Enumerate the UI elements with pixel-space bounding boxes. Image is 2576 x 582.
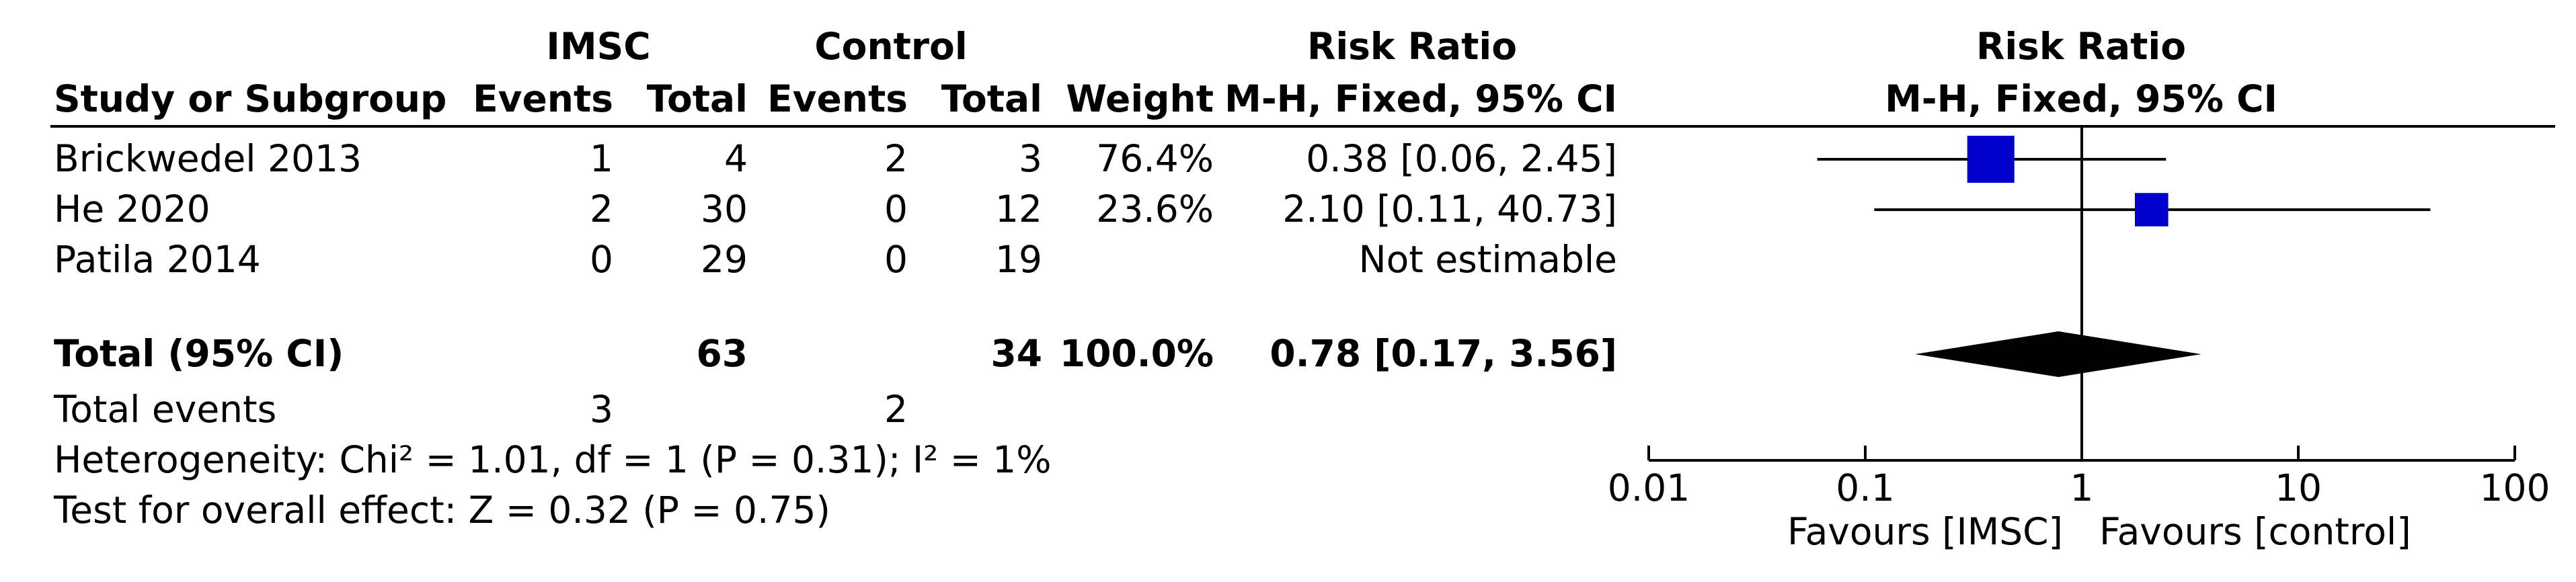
x-tick-label: 0.01 <box>1608 466 1690 509</box>
weight-header: Weight <box>1066 77 1214 120</box>
favours-left-label: Favours [IMSC] <box>1787 510 2063 553</box>
total-events-label: Total events <box>53 388 276 431</box>
events2-cell: 0 <box>884 238 908 281</box>
events2-cell: 0 <box>884 188 908 231</box>
ci-cell: 2.10 [0.11, 40.73] <box>1282 188 1617 231</box>
total-row: Total (95% CI) 63 34 100.0% 0.78 [0.17, … <box>54 332 1617 375</box>
total1-cell: 30 <box>701 188 748 231</box>
total2-cell: 12 <box>995 188 1042 231</box>
x-tick-label: 0.1 <box>1836 466 1894 509</box>
total-label: Total (95% CI) <box>54 332 344 375</box>
study-name: He 2020 <box>54 188 210 231</box>
events1-cell: 0 <box>590 238 613 281</box>
study-header: Study or Subgroup <box>54 77 446 120</box>
overall-effect-text: Test for overall effect: Z = 0.32 (P = 0… <box>53 489 830 532</box>
weight-cell: 23.6% <box>1096 188 1214 231</box>
plot-header-method: M-H, Fixed, 95% CI <box>1885 77 2277 120</box>
events2-cell: 2 <box>884 137 908 180</box>
total-weight: 100.0% <box>1060 332 1214 375</box>
study-row: Patila 2014 0 29 0 19 Not estimable <box>54 238 1617 281</box>
study-name: Brickwedel 2013 <box>54 137 362 180</box>
x-tick-label: 10 <box>2275 466 2322 509</box>
total1-cell: 4 <box>724 137 748 180</box>
total2-cell: 3 <box>1019 137 1042 180</box>
study-name: Patila 2014 <box>54 238 261 281</box>
favours-right-label: Favours [control] <box>2099 510 2411 553</box>
total-events2: 2 <box>884 388 908 431</box>
total2-sum: 34 <box>990 332 1042 375</box>
events1-cell: 1 <box>590 137 613 180</box>
events1-header: Events <box>473 77 613 120</box>
plot-header-top: Risk Ratio <box>1976 25 2186 68</box>
x-tick-label: 1 <box>2070 466 2094 509</box>
rr-header-method: M-H, Fixed, 95% CI <box>1224 77 1617 120</box>
total-events-row: Total events 3 2 <box>53 388 908 431</box>
ci-cell: Not estimable <box>1359 238 1618 281</box>
study-row: He 2020 2 30 0 12 23.6% 2.10 [0.11, 40.7… <box>54 188 1617 231</box>
total1-sum: 63 <box>696 332 748 375</box>
total2-header: Total <box>941 77 1042 120</box>
pooled-diamond <box>1915 331 2201 377</box>
total1-cell: 29 <box>701 238 748 281</box>
group1-header: IMSC <box>546 25 650 68</box>
effect-marker <box>2134 193 2169 226</box>
rr-header-top: Risk Ratio <box>1307 25 1517 68</box>
heterogeneity-text: Heterogeneity: Chi² = 1.01, df = 1 (P = … <box>54 438 1052 481</box>
ci-cell: 0.38 [0.06, 2.45] <box>1306 137 1617 180</box>
total1-header: Total <box>647 77 748 120</box>
group2-header: Control <box>814 25 967 68</box>
x-tick-label: 100 <box>2480 466 2550 509</box>
effect-marker <box>1967 136 2015 183</box>
weight-cell: 76.4% <box>1096 137 1214 180</box>
events2-header: Events <box>767 77 908 120</box>
study-row: Brickwedel 2013 1 4 2 3 76.4% 0.38 [0.06… <box>54 137 1617 180</box>
plot-area: 0.01 0.1 1 10 100 <box>1608 126 2550 509</box>
events1-cell: 2 <box>590 188 613 231</box>
total2-cell: 19 <box>995 238 1042 281</box>
total-events1: 3 <box>590 388 613 431</box>
total-ci: 0.78 [0.17, 3.56] <box>1270 332 1617 375</box>
